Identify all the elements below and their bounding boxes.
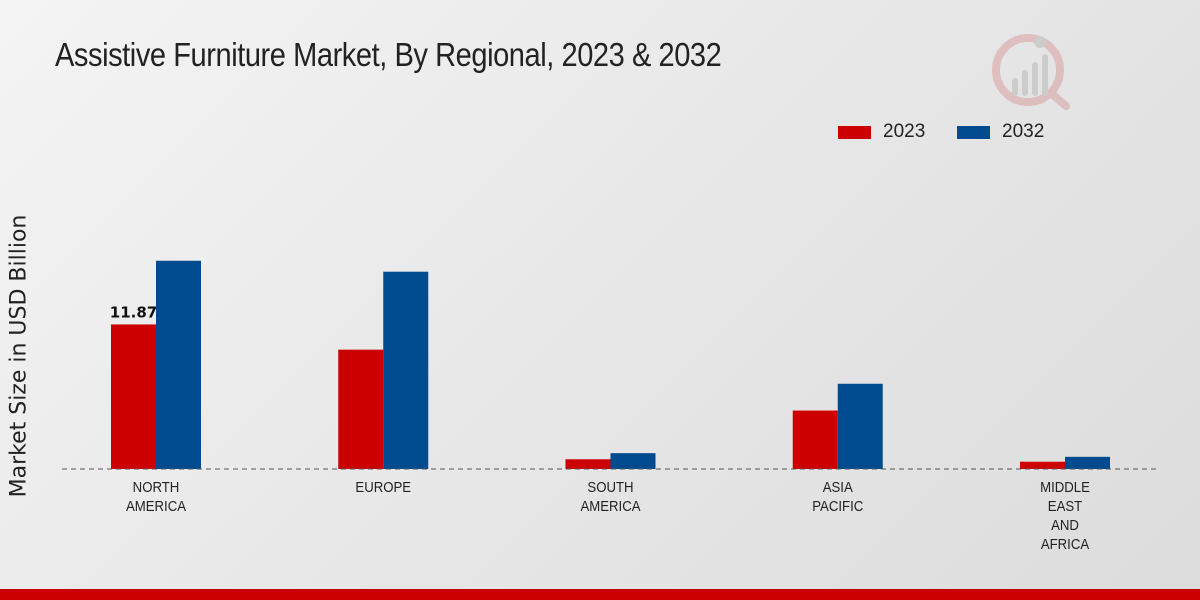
bar-2023-north-america bbox=[111, 324, 156, 469]
x-tick-label-north-america: NORTH AMERICA bbox=[126, 478, 187, 514]
bar-2032-asia-pacific bbox=[837, 383, 883, 469]
bottom-accent-bar bbox=[0, 589, 1200, 600]
chart-title: Assistive Furniture Market, By Regional,… bbox=[55, 36, 722, 73]
bar-2023-middle-east-and-africa bbox=[1020, 461, 1065, 469]
legend-item-2023: 2023 bbox=[838, 120, 925, 144]
legend-swatch-2023 bbox=[838, 125, 871, 139]
bar-2023-asia-pacific bbox=[792, 410, 838, 469]
x-tick-label-asia-pacific: ASIA PACIFIC bbox=[812, 478, 863, 514]
legend-label-2023: 2023 bbox=[883, 121, 926, 142]
legend-label-2032: 2032 bbox=[1002, 121, 1045, 142]
legend-swatch-2032 bbox=[957, 125, 990, 139]
bar-2023-south-america bbox=[565, 459, 611, 469]
logo-icon bbox=[992, 34, 1070, 110]
x-tick-label-middle-east-and-africa: MIDDLE EAST AND AFRICA bbox=[1040, 478, 1090, 552]
bar-2023-europe bbox=[338, 349, 384, 469]
bar-2032-south-america bbox=[610, 453, 656, 469]
legend-item-2032: 2032 bbox=[957, 120, 1044, 144]
data-label-2023-0: 11.87 bbox=[110, 303, 157, 321]
bar-2032-middle-east-and-africa bbox=[1065, 456, 1110, 469]
bar-2032-north-america bbox=[156, 260, 201, 469]
x-tick-label-europe: EUROPE bbox=[355, 478, 411, 495]
x-tick-label-south-america: SOUTH AMERICA bbox=[580, 478, 641, 514]
bar-2032-europe bbox=[383, 271, 429, 469]
